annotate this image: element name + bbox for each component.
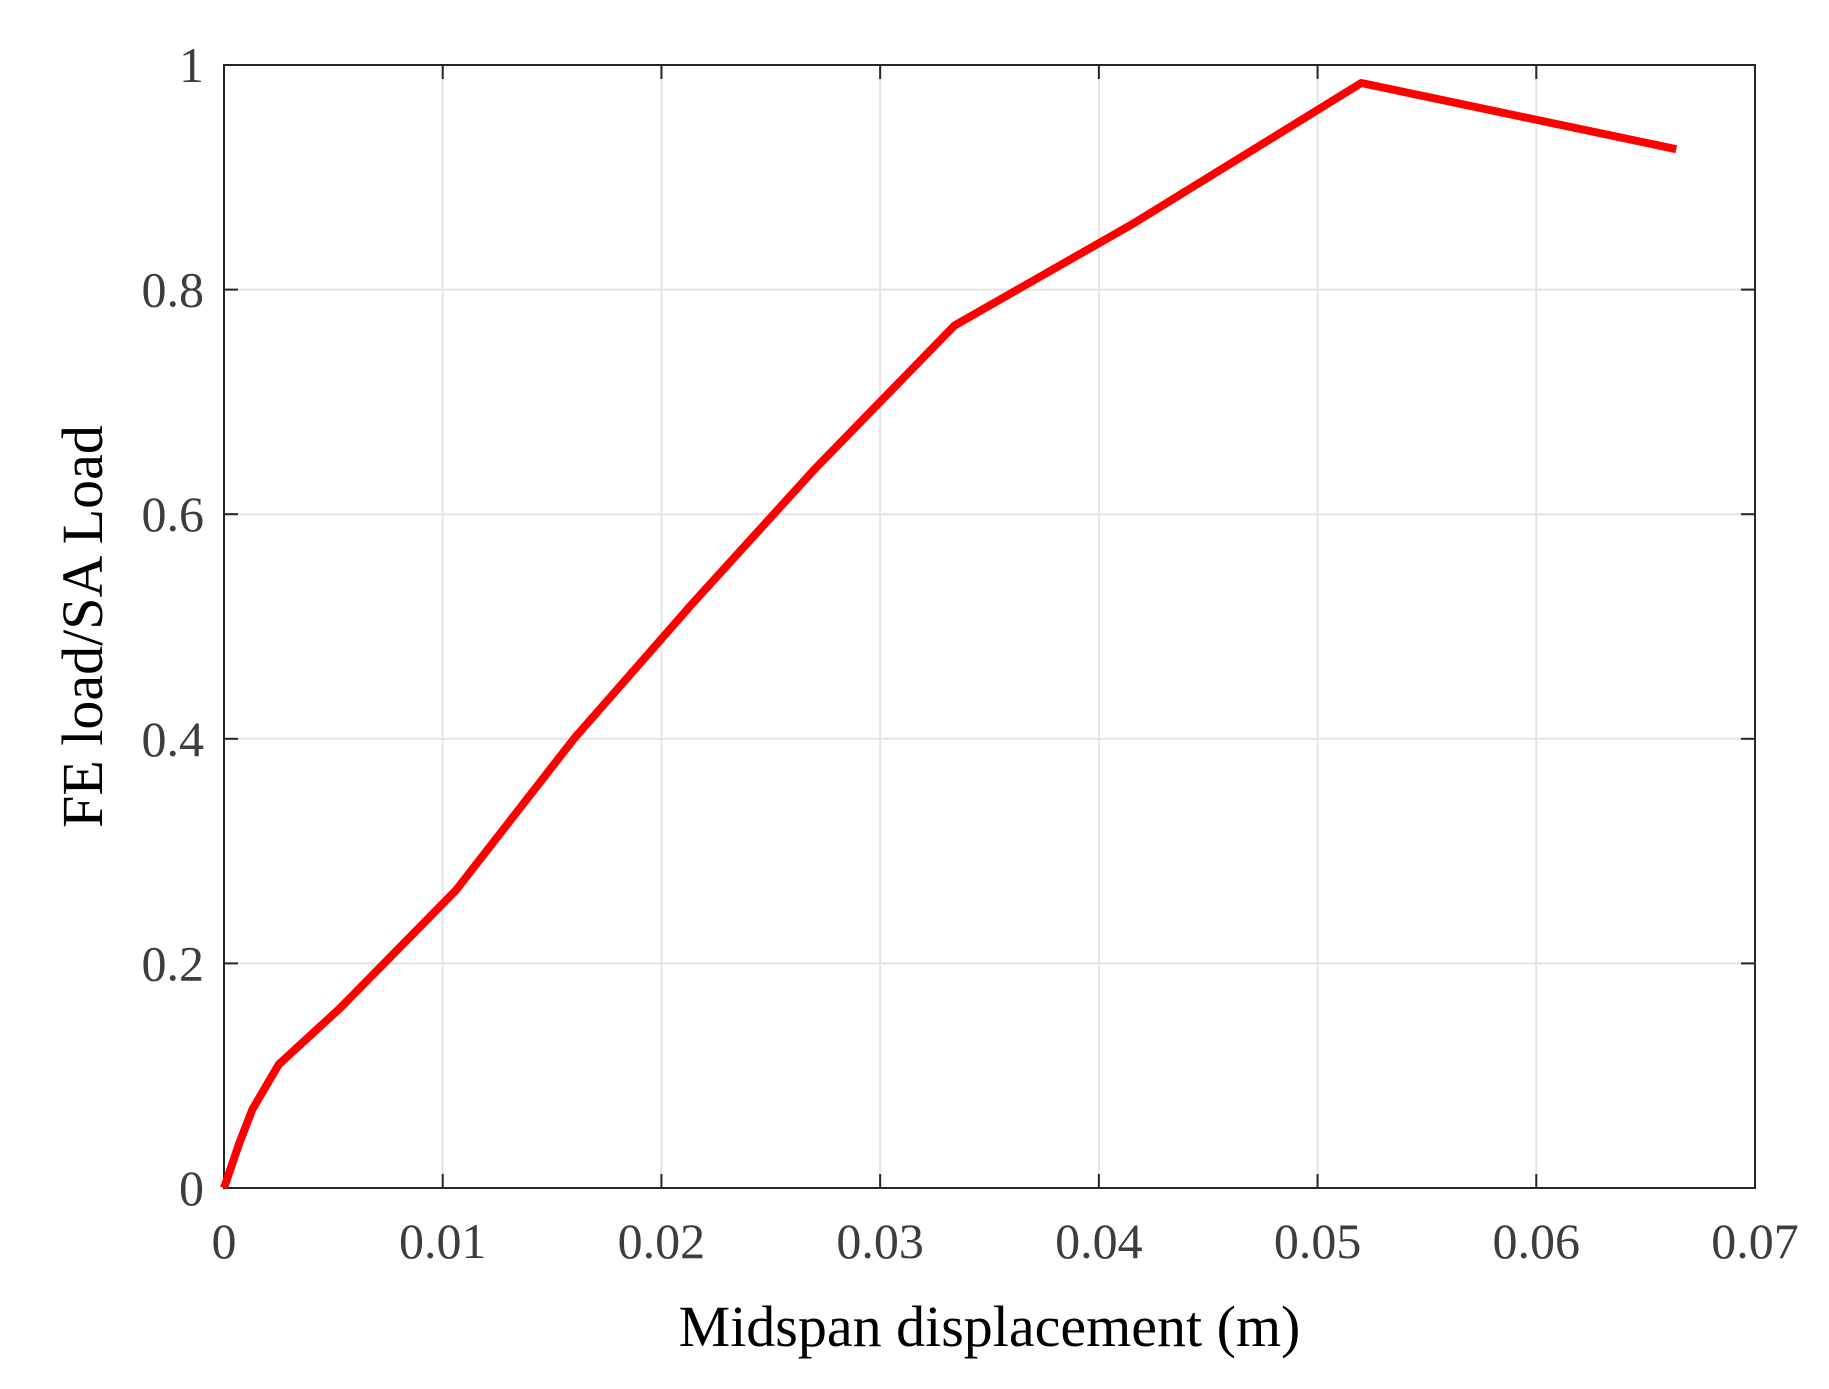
plot-area-frame [223,64,1756,1189]
x-tick-label: 0.01 [399,1213,487,1269]
tick-labels: 0 0.01 0.02 0.03 0.04 0.05 0.06 0.07 0 0.2 0.4 0.6 0… [142,37,1799,1269]
y-axis-title: FE load/SA Load [50,425,115,828]
x-axis-title: Midspan displacement (m) [679,1294,1301,1359]
y-tick-label: 1 [179,37,204,93]
series-line [220,79,1678,1190]
x-tick-label: 0.05 [1274,1213,1362,1269]
axis-ticks [223,64,1756,1189]
series-layer [220,79,1678,1190]
y-tick-label: 0.2 [142,935,205,991]
y-tick-label: 0.6 [142,486,205,542]
y-tick-label: 0.4 [142,711,205,767]
x-tick-label: 0 [212,1213,237,1269]
x-tick-label: 0.03 [836,1213,924,1269]
x-tick-label: 0.06 [1493,1213,1581,1269]
y-tick-label: 0 [179,1160,204,1216]
x-tick-label: 0.07 [1711,1213,1799,1269]
x-tick-label: 0.02 [618,1213,706,1269]
grid-lines [223,64,1756,1189]
x-tick-label: 0.04 [1055,1213,1143,1269]
y-tick-label: 0.8 [142,262,205,318]
